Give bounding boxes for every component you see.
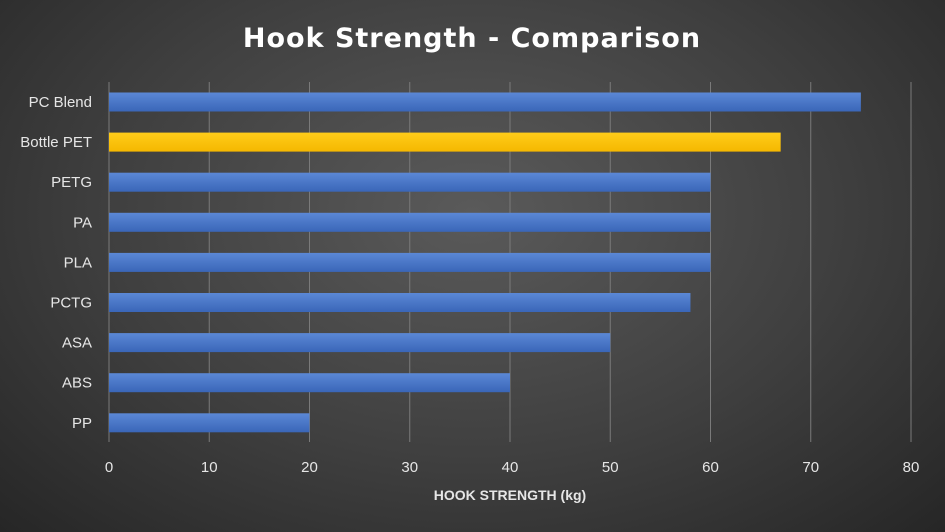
bars bbox=[109, 92, 861, 433]
x-axis-label: HOOK STRENGTH (kg) bbox=[434, 487, 586, 503]
bar-pc-blend bbox=[109, 92, 861, 112]
category-label-pc-blend: PC Blend bbox=[29, 94, 92, 111]
x-tick-label-40: 40 bbox=[502, 459, 519, 476]
bar-pp bbox=[109, 413, 310, 433]
x-tick-label-60: 60 bbox=[702, 459, 719, 476]
x-tick-labels: 0 10 20 30 40 50 60 70 80 bbox=[105, 459, 920, 476]
x-tick-label-30: 30 bbox=[401, 459, 418, 476]
x-tick-label-20: 20 bbox=[301, 459, 318, 476]
category-label-pa: PA bbox=[73, 214, 92, 231]
category-label-pctg: PCTG bbox=[50, 295, 92, 312]
category-label-asa: ASA bbox=[62, 335, 92, 352]
category-label-abs: ABS bbox=[62, 375, 92, 392]
bar-pctg bbox=[109, 293, 691, 312]
bar-pla bbox=[109, 252, 711, 272]
chart-title: Hook Strength - Comparison bbox=[243, 23, 701, 54]
x-tick-label-80: 80 bbox=[903, 459, 920, 476]
bar-abs bbox=[109, 373, 510, 393]
x-tick-label-50: 50 bbox=[602, 459, 619, 476]
category-label-pp: PP bbox=[72, 415, 92, 432]
category-label-pla: PLA bbox=[64, 254, 92, 271]
x-tick-label-10: 10 bbox=[201, 459, 218, 476]
bar-asa bbox=[109, 333, 611, 353]
bar-petg bbox=[109, 172, 711, 192]
category-labels: PC Blend Bottle PET PETG PA PLA PCTG ASA ABS PP bbox=[20, 94, 92, 432]
category-label-petg: PETG bbox=[51, 174, 92, 191]
category-label-bottle-pet: Bottle PET bbox=[20, 134, 92, 151]
bar-pa bbox=[109, 212, 711, 232]
bar-bottle-pet bbox=[109, 132, 781, 152]
x-tick-label-0: 0 bbox=[105, 459, 113, 476]
x-tick-label-70: 70 bbox=[802, 459, 819, 476]
